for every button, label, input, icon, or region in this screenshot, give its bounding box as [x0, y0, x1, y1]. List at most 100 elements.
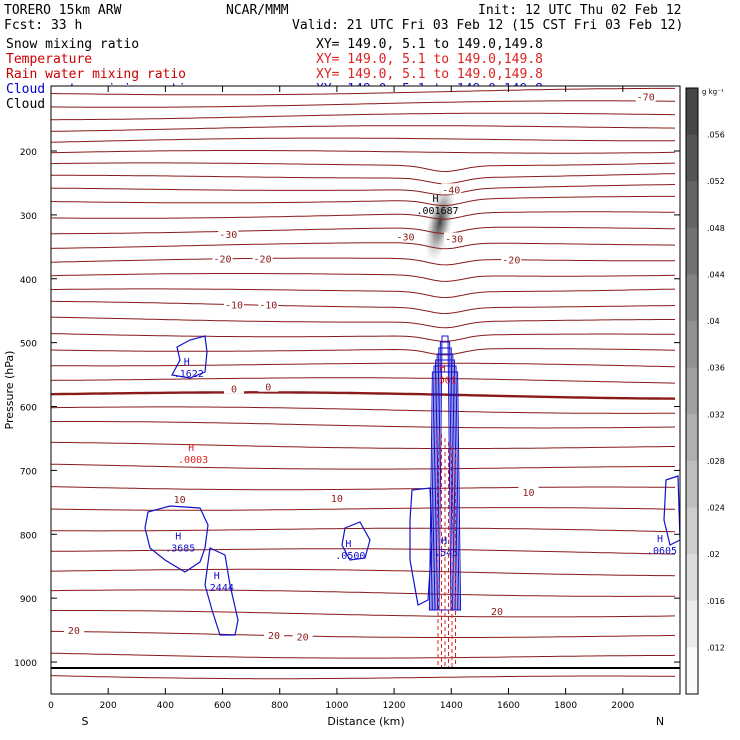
temperature-label-bg [258, 380, 279, 392]
temperature-label: 20 [68, 626, 80, 637]
extrema-symbol: H [175, 531, 181, 542]
temperature-contour [51, 242, 676, 250]
temperature-contour [51, 211, 676, 220]
temperature-contour [51, 421, 676, 429]
legend-label: Snow mixing ratio [6, 37, 139, 52]
colorbar-tick-label: .048 [707, 224, 725, 233]
temperature-contour [51, 610, 676, 618]
axes: 0 200 400 600 800 1000 1200 1400 1600 1800 2000200… [14, 86, 680, 711]
temperature-label: 20 [491, 607, 503, 618]
y-tick-label: 200 [20, 148, 37, 158]
colorbar-frame [685, 87, 699, 695]
temperature-label: -20 [254, 254, 272, 265]
temperature-contour [51, 675, 676, 680]
y-tick-label: 800 [20, 531, 37, 541]
colorbar-segment [686, 321, 698, 369]
temperature-contour [51, 137, 675, 143]
colorbar-tick-label: .028 [707, 457, 725, 466]
valid-time: Valid: 21 UTC Fri 03 Feb 12 (15 CST Fri … [292, 18, 683, 33]
colorbar: g kg⁻¹ .056 .052 .048 .044 .04 .036 .032 .028 .02… [685, 87, 725, 695]
center-title: NCAR/MMM [226, 3, 289, 18]
temperature-contour [51, 100, 675, 108]
y-tick-label: 500 [20, 340, 37, 350]
legend-xy: XY= 149.0, 5.1 to 149.0,149.8 [316, 52, 543, 67]
temperature-contour [51, 195, 675, 206]
colorbar-segment [686, 181, 698, 229]
temperature-label-bg [395, 230, 416, 242]
temperature-contour [51, 226, 675, 235]
endpoint-right: N [656, 715, 664, 728]
plot-area: -70 -40 -30 -30 -30 -20 -20 -20 -10 -10 0 0 10 10 10 20… [50, 85, 681, 695]
y-tick-label: 1000 [14, 659, 37, 669]
colorbar-segment [686, 274, 698, 322]
init-time: Init: 12 UTC Thu 02 Feb 12 [478, 3, 682, 18]
temperature-contour [51, 257, 675, 266]
legend-label: Rain water mixing ratio [6, 67, 186, 82]
x-tick-label: 200 [100, 701, 117, 711]
temperature-label-bg [264, 629, 285, 641]
extrema-value: .2444 [204, 583, 234, 594]
temperature-label-bg [635, 90, 656, 102]
legend-xy: XY= 149.0, 5.1 to 149.0,149.8 [316, 67, 543, 82]
colorbar-tick-label: .044 [707, 270, 725, 279]
colorbar-units: g kg⁻¹ [702, 88, 724, 96]
temperature-label-bg [252, 252, 273, 264]
temperature-contour [51, 112, 676, 121]
temperature-contour [51, 463, 675, 470]
extrema-symbol: H [188, 443, 194, 454]
temperature-contour [51, 125, 676, 132]
colorbar-segment [686, 460, 698, 509]
x-tick-label: 400 [157, 701, 174, 711]
temperature-label: 0 [265, 383, 271, 394]
temperature-contour [51, 150, 676, 154]
model-title: TORERO 15km ARW [4, 3, 122, 18]
snow-mixing-ratio-shading [424, 180, 456, 264]
temperature-contour [51, 548, 676, 555]
y-axis-label: Pressure (hPa) [3, 351, 16, 430]
colorbar-tick-label: .032 [707, 410, 725, 419]
x-tick-label: 1000 [325, 701, 348, 711]
y-tick-label: 900 [20, 595, 37, 605]
colorbar-segment [686, 600, 698, 648]
temperature-contour [51, 568, 676, 577]
temperature-label: 10 [331, 494, 343, 505]
colorbar-tick-label: .012 [707, 643, 725, 652]
colorbar-tick-label: .052 [707, 177, 725, 186]
temperature-contour [51, 652, 676, 659]
temperature-contour [51, 630, 676, 638]
extrema-symbol: H [441, 536, 447, 547]
plot-frame [50, 85, 681, 695]
colorbar-tick-label: .02 [707, 550, 720, 559]
legend-label: Temperature [6, 52, 92, 67]
colorbar-tick-label: .024 [707, 504, 725, 513]
extrema-value: .3685 [165, 543, 195, 554]
colorbar-tick-label: .04 [707, 317, 720, 326]
temperature-label-bg [441, 183, 462, 195]
temperature-contours [51, 87, 676, 680]
temperature-label-bg [487, 604, 508, 616]
cloud-water-contour [204, 547, 239, 636]
temperature-contour [51, 377, 676, 384]
cloud-water-contours [144, 335, 680, 636]
x-tick-label: 1400 [440, 701, 463, 711]
temperature-contour [51, 316, 675, 329]
temperature-label: 20 [268, 631, 280, 642]
temperature-contour [51, 288, 676, 299]
y-tick-label: 400 [20, 276, 37, 286]
x-axis-label: Distance (km) [327, 715, 404, 728]
y-tick-label: 600 [20, 404, 37, 414]
temperature-contour [51, 486, 676, 491]
colorbar-segment [686, 554, 698, 602]
temperature-label: -10 [225, 300, 243, 311]
cloud-water-contour [428, 371, 462, 611]
legend-xy: XY= 149.0, 5.1 to 149.0,149.8 [316, 37, 543, 52]
temperature-label: -20 [214, 254, 232, 265]
y-tick-label: 300 [20, 212, 37, 222]
temperature-label-bg [326, 491, 347, 503]
temperature-label-bg [63, 624, 84, 636]
extrema-symbol: H [184, 357, 190, 368]
temperature-label-bg [223, 382, 244, 394]
colorbar-segment [686, 134, 698, 182]
